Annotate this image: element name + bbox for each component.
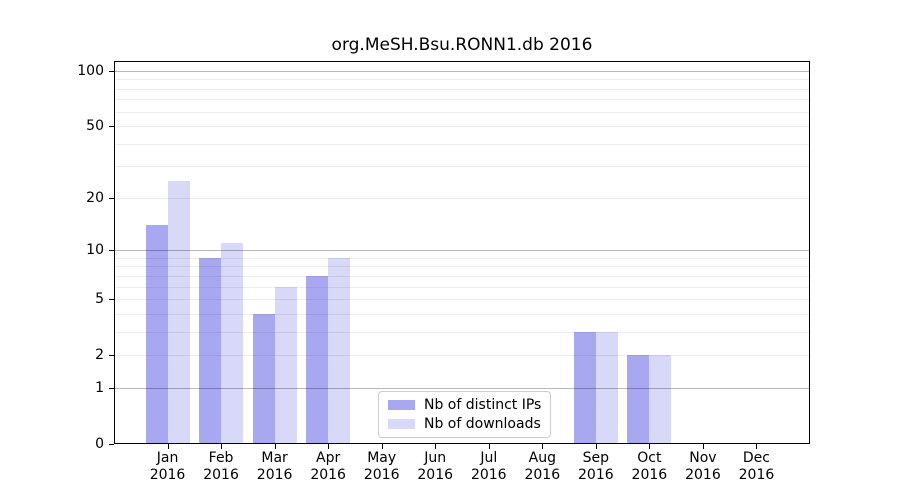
x-tick-mark	[702, 444, 704, 449]
x-tick-month: Sep	[582, 450, 610, 466]
x-tick-mark	[274, 444, 276, 449]
legend-swatch-downloads	[388, 419, 415, 429]
x-tick-month: Apr	[316, 450, 341, 466]
bar-distinct-ips	[306, 275, 329, 444]
legend-swatch-distinct-ips	[388, 400, 415, 410]
x-tick-label: Jan 2016	[133, 450, 203, 484]
x-tick-year: 2016	[310, 467, 346, 483]
x-tick-mark	[328, 444, 330, 449]
y-tick-label: 20	[86, 189, 104, 206]
x-tick-mark	[756, 444, 758, 449]
x-tick-label: Mar 2016	[240, 450, 310, 484]
y-tick-label: 2	[95, 347, 104, 364]
x-tick-year: 2016	[524, 467, 561, 483]
bar-distinct-ips	[199, 257, 222, 444]
y-tick-mark	[109, 250, 114, 252]
y-tick-label: 10	[86, 242, 104, 259]
x-tick-mark	[381, 444, 383, 449]
x-tick-year: 2016	[631, 467, 668, 483]
bar-distinct-ips	[627, 355, 650, 444]
x-tick-year: 2016	[685, 467, 721, 483]
x-tick-mark	[595, 444, 597, 449]
x-tick-year: 2016	[417, 467, 454, 483]
y-tick-mark	[109, 126, 114, 128]
y-tick-mark	[109, 70, 114, 72]
y-tick-mark	[109, 444, 114, 445]
x-tick-label: Apr 2016	[293, 450, 363, 484]
x-tick-month: Dec	[742, 450, 770, 466]
y-tick-label: 0	[95, 436, 104, 452]
x-tick-month: Nov	[689, 450, 717, 466]
x-tick-label: Jun 2016	[400, 450, 470, 484]
x-tick-mark	[488, 444, 490, 449]
bar-downloads	[274, 286, 297, 444]
bar-distinct-ips	[252, 313, 275, 444]
legend: Nb of distinct IPs Nb of downloads	[378, 391, 552, 438]
x-tick-year: 2016	[578, 467, 614, 483]
minor-gridline	[114, 197, 810, 199]
y-tick-label: 100	[77, 62, 104, 79]
x-tick-label: Jul 2016	[454, 450, 524, 484]
x-tick-month: May	[367, 450, 397, 466]
y-tick-mark	[109, 197, 114, 199]
x-tick-month: Jan	[156, 450, 179, 466]
bar-downloads	[221, 243, 244, 444]
y-tick-mark	[109, 387, 114, 389]
bar-downloads	[167, 180, 190, 444]
bar-distinct-ips	[573, 331, 596, 444]
minor-gridline	[114, 88, 810, 90]
x-tick-year: 2016	[203, 467, 239, 483]
x-tick-year: 2016	[470, 467, 507, 483]
x-tick-label: Sep 2016	[561, 450, 631, 484]
bar-downloads	[649, 355, 672, 444]
x-tick-label: Aug 2016	[507, 450, 577, 484]
minor-gridline	[114, 143, 810, 145]
y-tick-label: 5	[95, 291, 104, 308]
x-tick-year: 2016	[256, 467, 293, 483]
x-tick-mark	[649, 444, 651, 449]
x-tick-year: 2016	[738, 467, 775, 483]
x-tick-mark	[167, 444, 169, 449]
plot-area	[114, 61, 810, 444]
major-gridline	[114, 250, 810, 252]
minor-gridline	[114, 166, 810, 168]
bar-distinct-ips	[145, 225, 168, 444]
x-tick-month: Aug	[528, 450, 556, 466]
y-tick-label: 1	[95, 379, 104, 396]
x-tick-month: Oct	[637, 450, 662, 466]
x-tick-month: Jul	[480, 450, 498, 466]
y-tick-mark	[109, 355, 114, 357]
y-tick-mark	[109, 299, 114, 301]
legend-item-downloads: Nb of downloads	[388, 416, 541, 432]
minor-gridline	[114, 111, 810, 113]
legend-label-distinct-ips: Nb of distinct IPs	[424, 397, 542, 413]
x-tick-month: Jun	[424, 450, 447, 466]
x-tick-year: 2016	[149, 467, 186, 483]
chart-title: org.MeSH.Bsu.RONN1.db 2016	[331, 35, 593, 55]
x-tick-label: Nov 2016	[668, 450, 738, 484]
x-tick-label: Feb 2016	[186, 450, 256, 484]
x-tick-month: Mar	[261, 450, 288, 466]
x-tick-label: May 2016	[347, 450, 417, 484]
major-gridline	[114, 70, 810, 72]
x-tick-mark	[435, 444, 437, 449]
x-tick-mark	[221, 444, 223, 449]
y-tick-label: 50	[86, 118, 104, 135]
minor-gridline	[114, 79, 810, 81]
minor-gridline	[114, 99, 810, 101]
bar-downloads	[595, 331, 618, 444]
minor-gridline	[114, 126, 810, 128]
x-tick-year: 2016	[363, 467, 400, 483]
x-tick-month: Feb	[208, 450, 234, 466]
x-tick-label: Dec 2016	[721, 450, 791, 484]
x-tick-mark	[542, 444, 544, 449]
legend-label-downloads: Nb of downloads	[424, 416, 541, 432]
bar-downloads	[328, 257, 351, 444]
x-tick-label: Oct 2016	[614, 450, 684, 484]
legend-item-distinct-ips: Nb of distinct IPs	[388, 397, 541, 413]
